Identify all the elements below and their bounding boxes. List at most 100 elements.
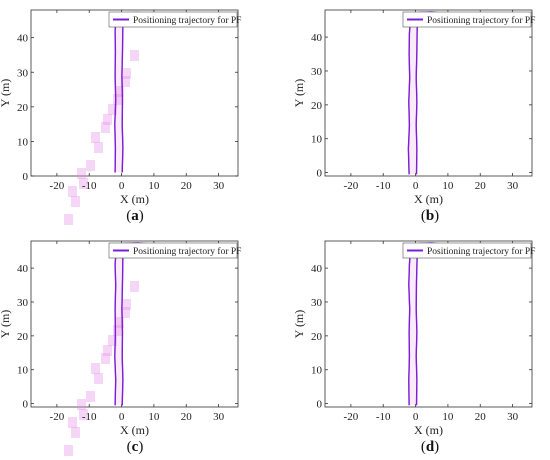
panel-b: -20 -10 0 10 20 30 0 10 20 30 40 X (m) Y (m) Position… xyxy=(292,9,535,224)
legend-box xyxy=(402,242,532,259)
legend-label: Positioning trajectory for PF xyxy=(133,15,241,26)
particle-mark xyxy=(71,196,80,207)
panel-letter: a xyxy=(131,208,139,224)
particle-mark xyxy=(77,399,86,410)
panel-a: -20 -10 0 10 20 30 0 10 20 30 40 X (m) Y (m) Position… xyxy=(0,9,241,225)
particle-mark xyxy=(122,299,131,310)
y-tick-label: 10 xyxy=(17,365,29,377)
particle-mark xyxy=(79,178,88,189)
x-tick-label: 10 xyxy=(148,180,160,192)
particle-mark xyxy=(115,86,124,97)
x-tick-label: -10 xyxy=(376,180,391,192)
particle-mark xyxy=(86,391,95,402)
y-tick-label: 40 xyxy=(17,263,29,275)
particle-mark xyxy=(113,325,122,336)
x-tick-label: 10 xyxy=(442,180,454,192)
particle-mark xyxy=(79,409,88,420)
y-tick-label: 0 xyxy=(317,168,323,180)
y-axis-label: Y (m) xyxy=(0,79,12,108)
x-tick-label: 0 xyxy=(413,411,419,423)
x-tick-label: -20 xyxy=(50,180,65,192)
particle-mark xyxy=(113,94,122,105)
particle-mark xyxy=(71,427,80,438)
y-tick-label: 30 xyxy=(17,67,29,79)
panel-letter: b xyxy=(426,208,434,224)
x-tick-label: 20 xyxy=(181,180,193,192)
x-tick-label: 0 xyxy=(119,411,125,423)
y-tick-label: 30 xyxy=(311,66,323,78)
particle-mark xyxy=(122,68,131,79)
x-tick-label: 30 xyxy=(213,411,225,423)
y-tick-label: 20 xyxy=(17,331,29,343)
panel-caption: (b) xyxy=(421,208,439,224)
y-tick-label: 40 xyxy=(17,33,29,45)
particle-mark xyxy=(94,142,103,153)
y-tick-label: 10 xyxy=(311,134,323,146)
particle-mark xyxy=(77,168,86,179)
x-tick-label: 20 xyxy=(181,411,193,423)
y-axis-label: Y (m) xyxy=(0,310,12,339)
x-axis-label: X (m) xyxy=(414,192,443,206)
y-tick-label: 0 xyxy=(23,399,29,411)
particle-mark xyxy=(115,317,124,328)
panel-caption: (c) xyxy=(127,439,144,455)
panel-letter: c xyxy=(132,439,139,455)
y-axis-label: Y (m) xyxy=(292,310,306,339)
x-tick-label: 20 xyxy=(475,411,487,423)
x-tick-label: 20 xyxy=(475,180,487,192)
y-tick-label: 0 xyxy=(23,171,29,183)
y-tick-label: 30 xyxy=(17,297,29,309)
particle-mark xyxy=(64,214,73,225)
x-tick-label: 30 xyxy=(213,180,225,192)
particle-mark xyxy=(103,114,112,125)
x-axis-label: X (m) xyxy=(414,423,443,437)
plot-frame xyxy=(30,9,239,177)
particle-mark xyxy=(94,373,103,384)
particle-mark xyxy=(108,335,117,346)
particle-mark xyxy=(91,132,100,143)
x-tick-label: 0 xyxy=(413,180,419,192)
y-tick-label: 40 xyxy=(311,32,323,44)
panel-c: -20 -10 0 10 20 30 0 10 20 30 40 X (m) Y (m) Position… xyxy=(0,240,241,456)
x-tick-label: 30 xyxy=(507,411,519,423)
particle-mark xyxy=(121,76,130,87)
particle-mark xyxy=(130,281,139,292)
y-tick-label: 0 xyxy=(317,399,323,411)
particle-mark xyxy=(108,104,117,115)
x-tick-label: -20 xyxy=(50,411,65,423)
x-tick-label: -10 xyxy=(82,411,97,423)
panel-caption: (a) xyxy=(126,208,144,224)
panel-caption: (d) xyxy=(421,439,439,455)
y-tick-label: 40 xyxy=(311,263,323,275)
plot-frame xyxy=(324,240,533,408)
particle-mark xyxy=(91,363,100,374)
panel-letter: d xyxy=(426,439,435,455)
x-tick-label: -20 xyxy=(344,180,359,192)
legend-box xyxy=(108,242,238,259)
y-tick-label: 20 xyxy=(311,331,323,343)
particle-mark xyxy=(103,345,112,356)
y-tick-label: 20 xyxy=(311,100,323,112)
y-tick-label: 30 xyxy=(311,297,323,309)
y-tick-label: 10 xyxy=(311,365,323,377)
particle-mark xyxy=(101,122,110,133)
x-tick-label: 0 xyxy=(119,180,125,192)
particle-mark xyxy=(86,160,95,171)
particle-mark xyxy=(101,353,110,364)
plot-frame xyxy=(324,9,533,177)
x-tick-label: 30 xyxy=(507,180,519,192)
y-axis-label: Y (m) xyxy=(292,79,306,108)
x-axis-label: X (m) xyxy=(120,423,149,437)
x-tick-label: 10 xyxy=(148,411,160,423)
x-tick-label: -20 xyxy=(344,411,359,423)
particle-mark xyxy=(64,445,73,456)
particle-mark xyxy=(68,186,77,197)
x-axis-label: X (m) xyxy=(120,192,149,206)
legend-label: Positioning trajectory for PF xyxy=(427,246,535,257)
plot-frame xyxy=(30,240,239,408)
legend-label: Positioning trajectory for PF xyxy=(133,246,241,257)
x-tick-label: 10 xyxy=(442,411,454,423)
particle-mark xyxy=(68,417,77,428)
legend-box xyxy=(402,11,532,28)
